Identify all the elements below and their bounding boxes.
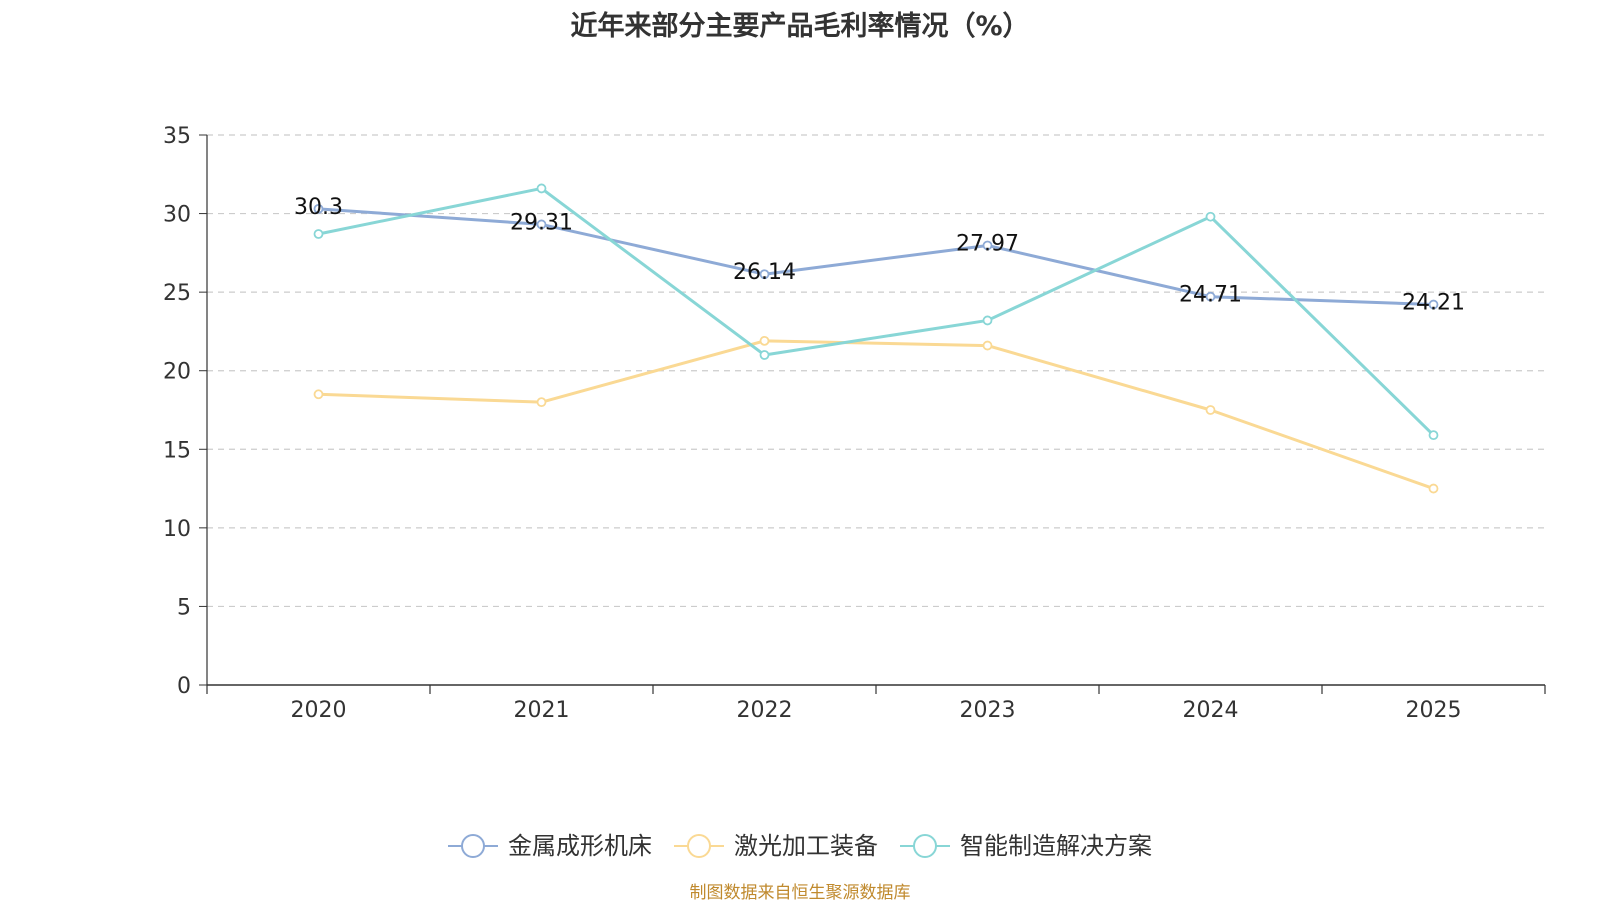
x-tick-label: 2023 [960,698,1016,723]
y-tick-label: 30 [163,203,191,228]
y-tick-label: 10 [163,517,191,542]
x-tick-label: 2020 [291,698,347,723]
y-tick-label: 35 [163,124,191,149]
legend-swatch-marker [461,834,485,858]
data-point [759,269,770,280]
data-point [1205,291,1216,302]
y-tick-label: 25 [163,281,191,306]
legend-item-0[interactable]: 金属成形机床 [448,832,652,860]
series-line-0 [318,207,1434,307]
data-point [536,397,547,408]
x-tick-label: 2025 [1406,698,1462,723]
data-point [759,350,770,360]
data-point [313,229,324,239]
legend-swatch-marker [913,834,937,858]
y-tick-label: 0 [177,674,191,699]
data-point [1428,483,1439,494]
legend-label: 金属成形机床 [508,832,652,860]
data-point [982,340,993,351]
legend-item-1[interactable]: 激光加工装备 [674,832,878,860]
data-point [1428,299,1439,310]
x-tick-label: 2022 [737,698,793,723]
data-label: 30.3 [294,195,343,220]
data-point [313,203,324,214]
source-note: 制图数据来自恒生聚源数据库 [689,883,911,903]
data-label: 29.31 [510,210,573,235]
data-point [1205,405,1216,415]
y-tick-label: 5 [177,595,191,620]
legend-label: 智能制造解决方案 [960,832,1152,860]
data-label: 24.21 [1402,291,1465,316]
data-point [1205,211,1216,222]
data-label: 27.97 [956,231,1019,256]
legend-swatch-marker [687,834,711,858]
data-point [313,389,324,400]
data-label: 26.14 [733,260,796,285]
series-line-1 [318,339,1434,490]
data-point [982,315,993,326]
y-tick-label: 20 [163,360,191,385]
series-line-2 [318,186,1435,437]
data-point [982,240,993,251]
x-tick-label: 2021 [514,698,570,723]
data-point [1428,430,1439,441]
data-point [536,219,547,230]
data-label: 24.71 [1179,283,1242,308]
x-tick-label: 2024 [1183,698,1239,723]
chart-title: 近年来部分主要产品毛利率情况（%） [570,11,1030,42]
legend-label: 激光加工装备 [734,832,878,860]
data-point [759,335,770,346]
y-tick-label: 15 [163,438,191,463]
data-point [536,183,547,194]
legend-item-2[interactable]: 智能制造解决方案 [900,832,1152,860]
